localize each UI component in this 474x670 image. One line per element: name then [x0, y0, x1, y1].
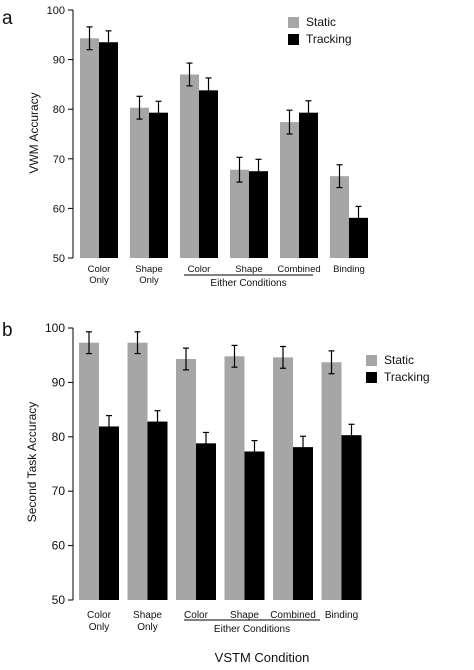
- static-bar: [130, 107, 149, 258]
- static-bar: [224, 356, 245, 600]
- panel-a-bars: [80, 38, 368, 259]
- y-tick-label: 70: [53, 154, 65, 166]
- static-bar: [80, 38, 99, 258]
- x-tick-label: Shape: [235, 264, 262, 275]
- panel-a-error-bars: [86, 26, 362, 230]
- static-bar: [280, 122, 299, 258]
- panel-a-legend: Static Tracking: [288, 15, 352, 46]
- static-bar: [180, 74, 199, 258]
- legend-entry: Tracking: [306, 32, 352, 46]
- y-tick-label: 50: [53, 253, 65, 265]
- tracking-bar: [341, 435, 362, 600]
- tracking-bar: [147, 421, 168, 600]
- panel-b-legend: Static Tracking: [366, 353, 430, 384]
- x-tick-label: Color: [188, 264, 211, 275]
- tracking-bar: [99, 426, 119, 600]
- panel-a-y-ticks: 50 60 70 80 90 100: [47, 5, 73, 265]
- x-tick-label: Color: [184, 610, 209, 621]
- tracking-bar: [249, 171, 268, 258]
- tracking-bar: [293, 447, 313, 600]
- tracking-bar: [196, 443, 216, 600]
- legend-static-swatch: [366, 355, 377, 366]
- panel-b-y-ticks: 50 60 70 80 90 100: [45, 321, 73, 607]
- static-bar: [330, 176, 349, 258]
- x-tick-label: Binding: [325, 610, 358, 621]
- panel-a-group-label: Either Conditions: [210, 278, 286, 289]
- x-tick-label: Shape: [133, 610, 162, 621]
- y-tick-label: 90: [52, 375, 66, 389]
- panel-a-label: a: [2, 8, 13, 29]
- tracking-bar: [99, 42, 118, 258]
- panel-b: b Second Task Accuracy 50 60 70 80 90 100 Col…: [2, 320, 430, 665]
- panel-b-label: b: [2, 320, 13, 341]
- static-bar: [79, 342, 99, 600]
- y-tick-label: 90: [53, 55, 65, 67]
- panel-b-ylabel: Second Task Accuracy: [25, 402, 39, 523]
- y-tick-label: 80: [53, 104, 65, 116]
- x-tick-label: Combined: [270, 610, 316, 621]
- static-bar: [321, 362, 342, 600]
- legend-static-swatch: [288, 17, 299, 28]
- static-bar: [176, 359, 196, 600]
- y-tick-label: 80: [52, 430, 66, 444]
- tracking-bar: [244, 451, 265, 600]
- tracking-bar: [149, 112, 168, 258]
- static-bar: [127, 342, 148, 600]
- tracking-bar: [199, 90, 218, 259]
- y-tick-label: 100: [47, 5, 65, 17]
- legend-entry: Static: [306, 15, 336, 29]
- panel-b-group-label: Either Conditions: [214, 624, 290, 635]
- legend-tracking-swatch: [366, 372, 377, 383]
- x-tick-label: Combined: [277, 264, 320, 275]
- panel-b-xlabel: VSTM Condition: [215, 650, 310, 665]
- y-tick-label: 50: [52, 593, 66, 607]
- y-tick-label: 60: [53, 203, 65, 215]
- legend-entry: Static: [384, 353, 414, 367]
- x-tick-label: Only: [89, 275, 109, 286]
- x-tick-label: Shape: [135, 264, 162, 275]
- y-tick-label: 60: [52, 539, 66, 553]
- y-tick-label: 100: [45, 321, 65, 335]
- x-tick-label: Color: [88, 264, 111, 275]
- static-bar: [230, 169, 249, 258]
- tracking-bar: [299, 112, 318, 258]
- panel-b-bars: [79, 342, 362, 600]
- panel-a-ylabel: VWM Accuracy: [27, 92, 41, 173]
- y-tick-label: 70: [52, 484, 66, 498]
- x-tick-label: Binding: [333, 264, 365, 275]
- x-tick-label: Only: [139, 275, 159, 286]
- x-tick-label: Only: [137, 622, 158, 633]
- panel-b-error-bars: [86, 331, 355, 463]
- x-tick-label: Shape: [230, 610, 259, 621]
- x-tick-label: Only: [89, 622, 110, 633]
- x-tick-label: Color: [87, 610, 112, 621]
- legend-entry: Tracking: [384, 370, 430, 384]
- tracking-bar: [349, 217, 368, 258]
- legend-tracking-swatch: [288, 34, 299, 45]
- static-bar: [273, 357, 293, 600]
